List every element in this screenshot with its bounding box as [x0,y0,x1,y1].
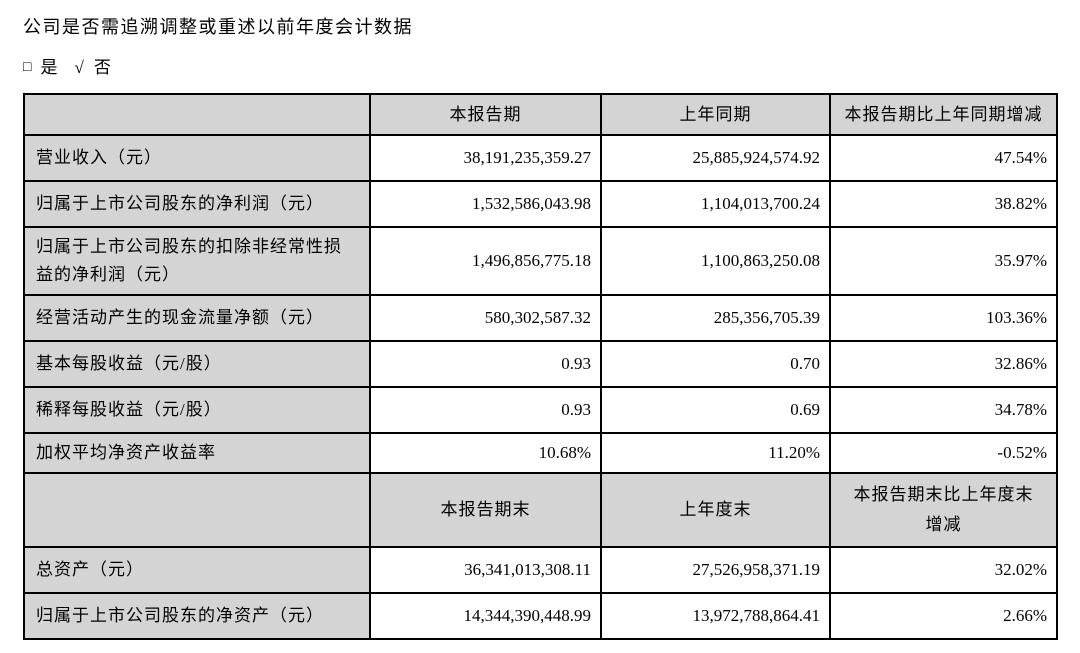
table-row: 总资产（元） 36,341,013,308.11 27,526,958,371.… [23,546,1058,594]
no-checkmark-icon: √ [74,58,84,77]
value-change: 34.78% [829,386,1058,434]
yes-option-label: 是 [40,58,59,77]
value-prior-period: 13,972,788,864.41 [600,592,831,640]
header-period-change: 本报告期比上年同期增减 [829,93,1058,136]
yes-checkbox-icon: □ [23,60,32,75]
key-financials-table: 本报告期 上年同期 本报告期比上年同期增减 营业收入（元） 38,191,235… [23,93,1058,640]
value-prior-period: 1,100,863,250.08 [600,226,831,296]
value-current-period: 1,496,856,775.18 [369,226,602,296]
table-header-period-end: 本报告期末 上年度末 本报告期末比上年度末增减 [23,472,1058,548]
value-change: 2.66% [829,592,1058,640]
value-prior-period: 27,526,958,371.19 [600,546,831,594]
restatement-question-text: 公司是否需追溯调整或重述以前年度会计数据 [23,17,413,37]
value-change: -0.52% [829,432,1058,474]
value-prior-period: 1,104,013,700.24 [600,180,831,228]
row-label: 归属于上市公司股东的净资产（元） [23,592,371,640]
header-prior-year-end: 上年度末 [600,472,831,548]
row-label: 基本每股收益（元/股） [23,340,371,388]
table-row: 加权平均净资产收益率 10.68% 11.20% -0.52% [23,432,1058,474]
value-change: 47.54% [829,134,1058,182]
value-prior-period: 0.70 [600,340,831,388]
header-period-end-change: 本报告期末比上年度末增减 [829,472,1058,548]
table-row: 营业收入（元） 38,191,235,359.27 25,885,924,574… [23,134,1058,182]
row-label: 稀释每股收益（元/股） [23,386,371,434]
value-change: 32.86% [829,340,1058,388]
table-row: 归属于上市公司股东的净资产（元） 14,344,390,448.99 13,97… [23,592,1058,640]
value-change: 103.36% [829,294,1058,342]
value-change: 35.97% [829,226,1058,296]
value-current-period: 10.68% [369,432,602,474]
table-row: 归属于上市公司股东的净利润（元） 1,532,586,043.98 1,104,… [23,180,1058,228]
header-current-period-end: 本报告期末 [369,472,602,548]
table-row: 稀释每股收益（元/股） 0.93 0.69 34.78% [23,386,1058,434]
table-row: 基本每股收益（元/股） 0.93 0.70 32.86% [23,340,1058,388]
no-option-label: 否 [93,58,112,77]
row-label: 营业收入（元） [23,134,371,182]
row-label: 加权平均净资产收益率 [23,432,371,474]
value-current-period: 0.93 [369,340,602,388]
header-blank-cell [23,472,371,548]
row-label: 归属于上市公司股东的扣除非经常性损益的净利润（元） [23,226,371,296]
table-header-period: 本报告期 上年同期 本报告期比上年同期增减 [23,93,1058,136]
value-current-period: 1,532,586,043.98 [369,180,602,228]
table-row: 经营活动产生的现金流量净额（元） 580,302,587.32 285,356,… [23,294,1058,342]
value-current-period: 36,341,013,308.11 [369,546,602,594]
row-label: 经营活动产生的现金流量净额（元） [23,294,371,342]
value-current-period: 38,191,235,359.27 [369,134,602,182]
value-current-period: 14,344,390,448.99 [369,592,602,640]
value-change: 32.02% [829,546,1058,594]
value-current-period: 0.93 [369,386,602,434]
header-prior-period: 上年同期 [600,93,831,136]
value-prior-period: 0.69 [600,386,831,434]
row-label: 归属于上市公司股东的净利润（元） [23,180,371,228]
value-prior-period: 25,885,924,574.92 [600,134,831,182]
header-current-period: 本报告期 [369,93,602,136]
header-blank-cell [23,93,371,136]
value-change: 38.82% [829,180,1058,228]
value-current-period: 580,302,587.32 [369,294,602,342]
value-prior-period: 11.20% [600,432,831,474]
table-row: 归属于上市公司股东的扣除非经常性损益的净利润（元） 1,496,856,775.… [23,226,1058,296]
value-prior-period: 285,356,705.39 [600,294,831,342]
row-label: 总资产（元） [23,546,371,594]
restatement-options: □ 是 √ 否 [23,56,1056,80]
